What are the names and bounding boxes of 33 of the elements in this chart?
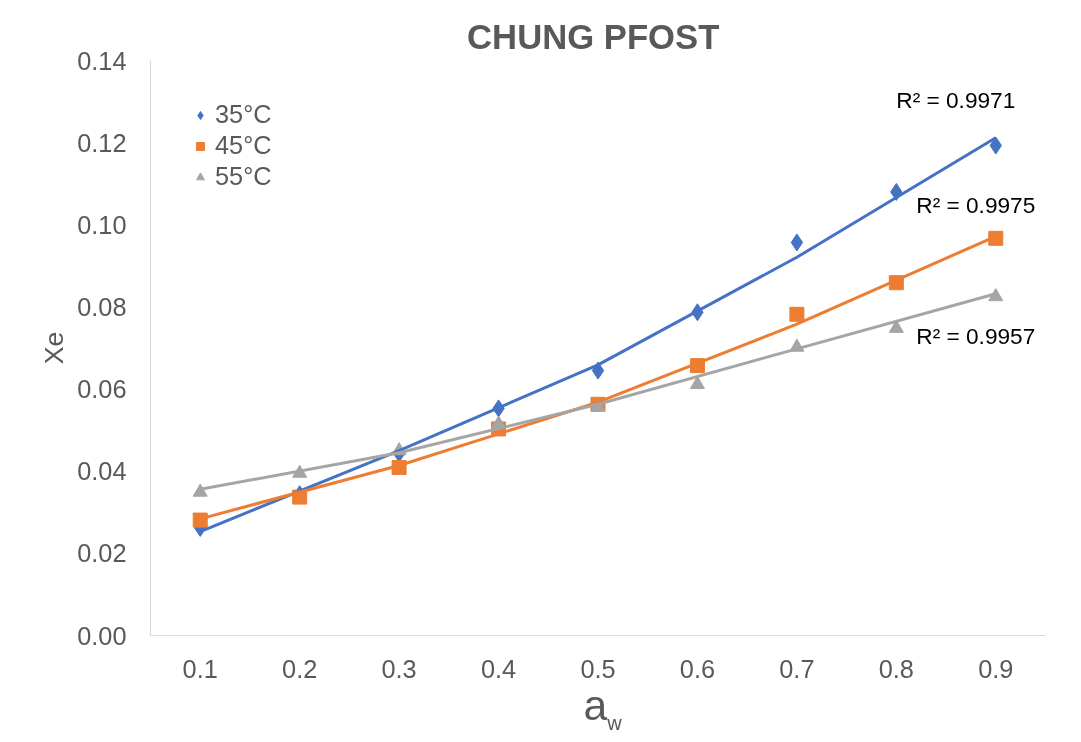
legend-label: 45°C bbox=[215, 131, 272, 160]
chart-title: CHUNG PFOST bbox=[467, 17, 720, 56]
point bbox=[789, 306, 805, 322]
point bbox=[689, 375, 705, 390]
point bbox=[192, 483, 208, 497]
x-tick-label: 0.8 bbox=[878, 654, 914, 683]
y-tick-label: 0.00 bbox=[77, 621, 127, 650]
legend-label: 55°C bbox=[215, 162, 272, 191]
x-tick-label: 0.1 bbox=[182, 654, 218, 683]
x-tick-label: 0.9 bbox=[978, 654, 1014, 683]
point bbox=[988, 288, 1004, 302]
point bbox=[790, 233, 804, 252]
y-tick-label: 0.02 bbox=[77, 539, 127, 568]
x-tick-label: 0.3 bbox=[381, 654, 417, 683]
y-tick-label: 0.14 bbox=[77, 46, 127, 75]
x-tick-label: 0.4 bbox=[480, 654, 517, 683]
x-tick-label: 0.2 bbox=[282, 654, 318, 683]
y-tick-label: 0.12 bbox=[77, 128, 127, 157]
y-tick-label: 0.10 bbox=[77, 210, 127, 239]
x-tick-label: 0.5 bbox=[580, 654, 616, 683]
legend-label: 35°C bbox=[215, 100, 272, 129]
y-tick-label: 0.04 bbox=[77, 457, 127, 486]
annotation: R² = 0.9971 bbox=[896, 86, 1016, 113]
x-tick-label: 0.6 bbox=[679, 654, 716, 683]
x-tick-label: 0.7 bbox=[779, 654, 815, 683]
x-axis-title: a$_{w}$ bbox=[583, 681, 622, 736]
y-tick-label: 0.08 bbox=[77, 292, 127, 321]
y-tick-label: 0.06 bbox=[77, 375, 127, 404]
annotation: R² = 0.9975 bbox=[916, 192, 1036, 219]
point bbox=[988, 230, 1004, 246]
y-axis-title: Xe bbox=[39, 331, 70, 365]
annotation: R² = 0.9957 bbox=[916, 322, 1036, 349]
point bbox=[192, 512, 208, 528]
